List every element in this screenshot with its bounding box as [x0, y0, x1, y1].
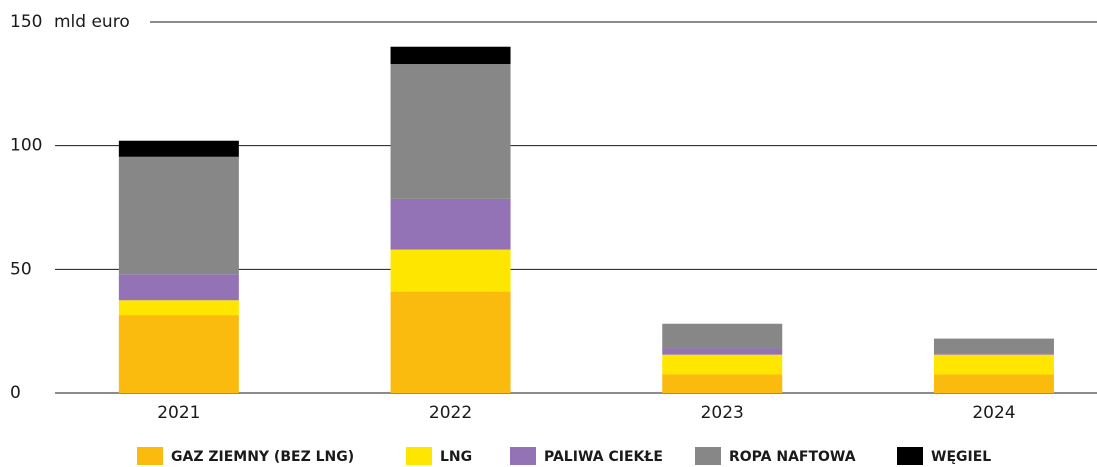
bar-segment	[118, 140, 239, 157]
bar-segment	[118, 315, 239, 393]
bar-segment	[662, 374, 783, 393]
legend-label: ROPA NAFTOWA	[729, 449, 856, 465]
bar-segment	[118, 274, 239, 301]
legend-label: GAZ ZIEMNY (BEZ LNG)	[171, 449, 354, 465]
bar-segment	[390, 64, 511, 199]
x-tick-label: 2022	[429, 403, 472, 423]
legend-label: PALIWA CIEKŁE	[544, 449, 663, 465]
legend-swatch	[137, 447, 163, 465]
y-tick-label: 100	[10, 136, 42, 156]
x-tick-label: 2023	[701, 403, 744, 423]
bar-segment	[933, 338, 1054, 354]
bar-segment	[390, 198, 511, 250]
bar-segment	[390, 249, 511, 292]
bar-segment	[118, 156, 239, 275]
y-tick-label: 150	[10, 12, 42, 32]
legend-swatch	[695, 447, 721, 465]
bar-segment	[662, 348, 783, 355]
bar-segment	[933, 374, 1054, 393]
y-unit: mld euro	[54, 12, 130, 32]
bar-segment	[118, 300, 239, 316]
legend-label: LNG	[440, 449, 472, 465]
legend-swatch	[897, 447, 923, 465]
y-tick-label: 50	[10, 259, 32, 279]
bar-segment	[933, 354, 1054, 375]
y-tick-label: 0	[10, 383, 21, 403]
legend-label: WĘGIEL	[931, 449, 991, 465]
x-tick-label: 2024	[972, 403, 1015, 423]
legend-swatch	[406, 447, 432, 465]
bar-segment	[390, 46, 511, 65]
bar-segment	[662, 323, 783, 349]
legend-swatch	[510, 447, 536, 465]
bar-segment	[662, 354, 783, 375]
x-tick-label: 2021	[157, 403, 200, 423]
bar-segment	[933, 353, 1054, 355]
bar-segment	[390, 291, 511, 393]
